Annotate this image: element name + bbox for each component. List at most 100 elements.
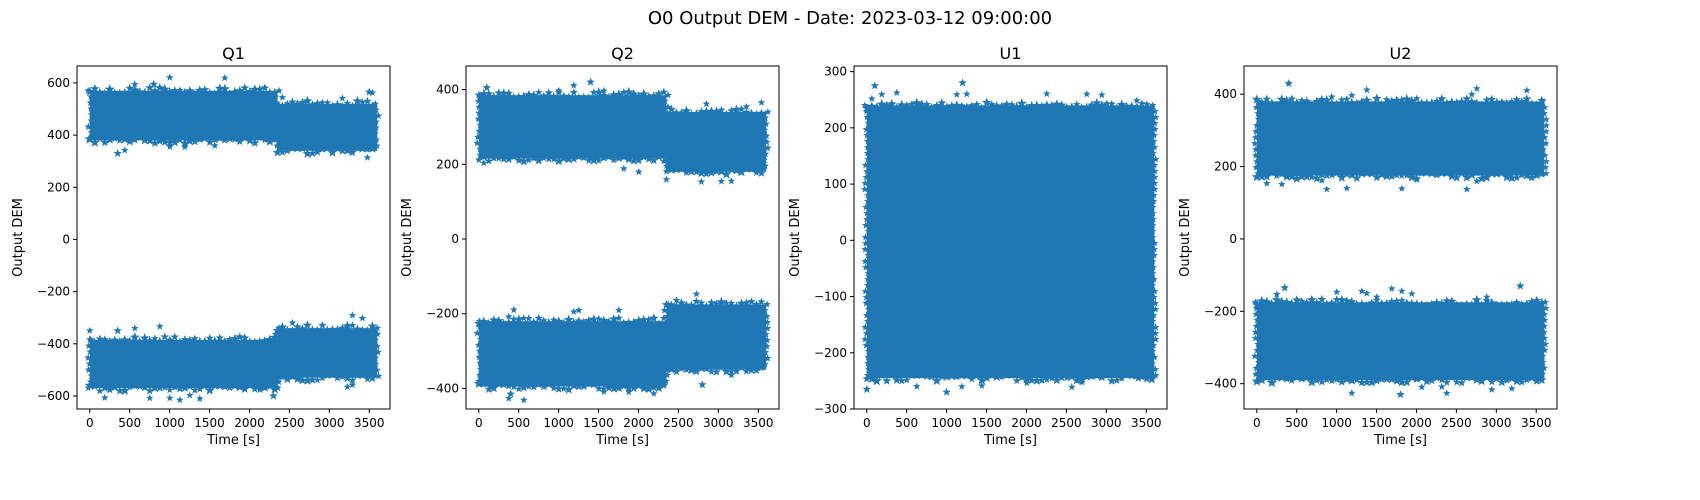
data-point xyxy=(166,142,174,150)
data-point xyxy=(615,306,623,314)
data-point xyxy=(570,81,578,89)
data-point xyxy=(478,151,489,161)
data-point xyxy=(87,335,95,344)
data-point xyxy=(154,336,165,346)
data-point xyxy=(867,374,877,383)
x-tick-label: 1000 xyxy=(1321,416,1352,430)
data-point xyxy=(1540,328,1548,336)
data-point xyxy=(327,147,338,157)
data-point xyxy=(1397,95,1407,104)
x-tick-label: 1000 xyxy=(154,416,185,430)
data-point xyxy=(672,367,681,376)
data-point xyxy=(372,123,380,132)
data-point xyxy=(1396,377,1407,387)
data-point xyxy=(1348,91,1356,99)
data-point xyxy=(917,371,926,379)
data-point xyxy=(1052,375,1062,385)
x-tick-label: 3500 xyxy=(1131,416,1162,430)
data-point xyxy=(215,381,225,390)
data-point xyxy=(727,299,736,307)
data-point xyxy=(1261,371,1272,382)
data-point xyxy=(1471,374,1482,384)
data-point xyxy=(982,373,992,382)
data-point xyxy=(649,91,659,100)
data-point xyxy=(499,154,509,163)
data-point xyxy=(1127,371,1137,380)
data-point xyxy=(757,168,766,177)
data-point xyxy=(255,84,265,94)
data-point xyxy=(1286,171,1297,181)
data-point xyxy=(1276,94,1287,104)
data-point xyxy=(1256,374,1267,385)
x-tick-label: 500 xyxy=(1285,416,1308,430)
data-point xyxy=(343,382,352,391)
data-point xyxy=(245,87,255,96)
data-point xyxy=(660,324,669,332)
data-point xyxy=(87,110,96,118)
data-point xyxy=(1253,316,1261,324)
data-point xyxy=(229,86,240,97)
data-point xyxy=(863,215,871,223)
data-point xyxy=(1102,99,1112,108)
data-point xyxy=(752,168,761,176)
data-point xyxy=(721,366,732,376)
data-point xyxy=(763,336,771,344)
data-point xyxy=(1538,97,1547,105)
data-point xyxy=(475,377,483,385)
data-point xyxy=(1482,95,1491,104)
data-point xyxy=(1437,298,1447,308)
data-point xyxy=(363,153,372,161)
data-point xyxy=(166,394,174,402)
x-tick-label: 3000 xyxy=(1091,416,1122,430)
data-point xyxy=(1507,97,1516,106)
data-point xyxy=(100,335,110,344)
data-point xyxy=(327,370,337,379)
y-tick-label: 300 xyxy=(824,65,847,79)
x-tick-label: 1000 xyxy=(931,416,962,430)
data-point xyxy=(635,167,643,176)
data-point xyxy=(185,381,195,391)
data-point xyxy=(554,384,564,393)
data-point xyxy=(543,378,554,389)
data-point xyxy=(1417,169,1426,177)
data-point xyxy=(1327,170,1336,179)
y-axis-label: Output DEM xyxy=(400,198,415,277)
data-point xyxy=(864,269,873,277)
data-point xyxy=(165,87,175,96)
data-point xyxy=(473,329,481,337)
data-point xyxy=(1107,376,1117,385)
data-point xyxy=(473,139,481,147)
data-point xyxy=(160,137,170,146)
data-point xyxy=(711,165,722,176)
data-point xyxy=(509,382,518,391)
data-point xyxy=(1257,97,1267,106)
data-point xyxy=(692,167,701,176)
data-point xyxy=(861,245,869,253)
data-point xyxy=(1517,377,1527,386)
data-point xyxy=(1122,371,1131,379)
data-point xyxy=(235,332,245,341)
data-point xyxy=(762,120,770,128)
data-point xyxy=(210,134,220,144)
data-point xyxy=(553,316,564,326)
data-point xyxy=(293,143,302,153)
data-point xyxy=(1317,377,1327,386)
data-point xyxy=(1497,168,1507,177)
data-point xyxy=(991,371,1002,381)
data-point xyxy=(475,103,483,111)
data-point xyxy=(100,137,110,147)
data-point xyxy=(190,136,200,146)
data-point xyxy=(1432,373,1441,382)
data-point xyxy=(1446,97,1457,107)
data-point xyxy=(682,365,691,374)
data-point xyxy=(861,161,870,169)
data-point xyxy=(862,203,870,211)
data-point xyxy=(292,99,303,109)
y-tick-label: 0 xyxy=(1229,232,1237,246)
data-point xyxy=(661,335,670,343)
data-point xyxy=(179,382,190,392)
x-tick-label: 3000 xyxy=(1481,416,1512,430)
data-point xyxy=(272,348,281,356)
data-point xyxy=(95,87,105,97)
data-point xyxy=(234,381,245,392)
